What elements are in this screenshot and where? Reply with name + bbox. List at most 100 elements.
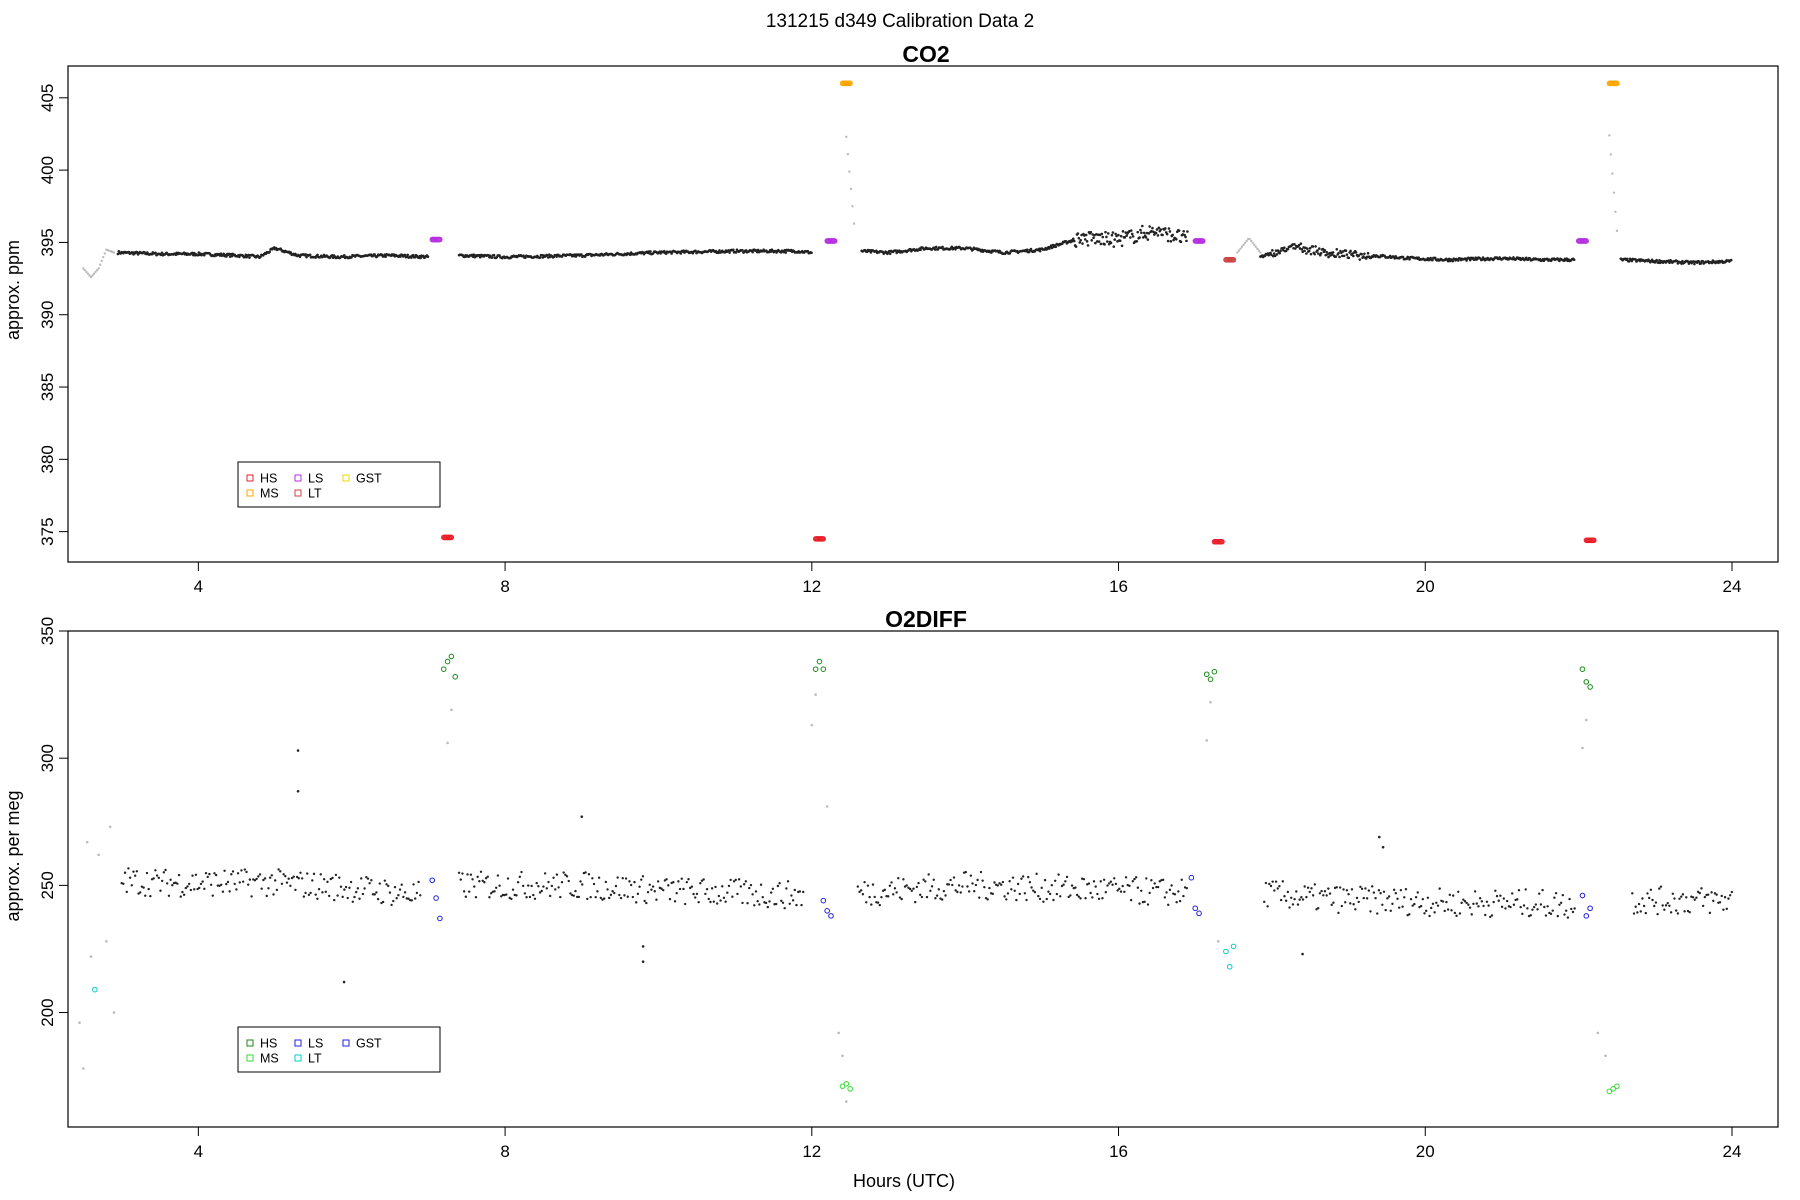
o2diff-ambient-point — [155, 874, 159, 877]
o2diff-ambient-point — [1123, 890, 1126, 894]
o2diff-ambient-point — [870, 903, 873, 906]
o2diff-ambient-point — [1556, 914, 1559, 918]
o2diff-ambient-point — [959, 891, 962, 894]
o2diff-ambient-point — [250, 895, 253, 898]
o2diff-ambient-point — [741, 901, 744, 905]
o2diff-ambient-point — [334, 873, 338, 877]
o2diff-transition-point — [845, 1100, 848, 1103]
o2diff-ambient-point — [1156, 885, 1160, 889]
co2-ambient-point — [1110, 233, 1114, 237]
co2-ambient-point — [1358, 258, 1362, 261]
o2diff-ambient-point — [488, 896, 491, 899]
o2diff-ambient-point — [1077, 895, 1081, 898]
o2diff-ambient-point — [1074, 886, 1077, 889]
o2diff-ambient-point — [788, 902, 791, 905]
co2-ambient-point — [1025, 248, 1029, 252]
o2diff-ambient-point — [1040, 886, 1043, 890]
o2diff-ambient-point — [1344, 901, 1347, 904]
o2diff-ambient-point — [521, 884, 525, 888]
o2diff-ambient-point — [241, 880, 245, 883]
o2diff-lt-point — [1230, 943, 1237, 950]
o2diff-hs-point — [812, 666, 819, 672]
co2-ambient-point — [1175, 237, 1178, 241]
co2-ambient-point — [1138, 236, 1141, 239]
o2diff-ambient-point — [1465, 901, 1468, 905]
o2diff-ambient-point — [1653, 904, 1656, 908]
o2diff-ambient-point — [678, 887, 682, 891]
o2diff-ambient-point — [238, 881, 241, 884]
o2diff-ambient-point — [152, 877, 155, 880]
o2diff-ambient-point — [1047, 890, 1050, 893]
o2diff-ambient-point — [638, 885, 641, 888]
o2diff-ambient-point — [1146, 903, 1150, 906]
o2diff-ambient-point — [390, 903, 393, 907]
co2-ambient-point — [1283, 246, 1286, 249]
o2diff-ambient-point — [1011, 876, 1015, 879]
o2diff-ambient-point — [243, 868, 247, 871]
o2diff-ambient-point — [1642, 904, 1646, 908]
o2diff-ambient-point — [1512, 903, 1516, 906]
co2-ambient-point — [248, 256, 251, 259]
o2diff-ambient-point — [557, 886, 560, 889]
co2-ambient-point — [426, 255, 430, 259]
o2diff-ambient-point — [577, 895, 581, 899]
o2diff-ambient-point — [1551, 909, 1554, 912]
co2-ambient-point — [1117, 233, 1120, 237]
o2diff-legend-label: GST — [356, 1037, 382, 1051]
co2-ambient-point — [1092, 236, 1095, 240]
co2-ambient-point — [1625, 257, 1629, 261]
o2diff-ambient-point — [1492, 900, 1495, 904]
o2diff-ambient-point — [381, 900, 385, 904]
co2-ambient-point — [1121, 230, 1125, 233]
o2diff-ambient-point — [1649, 888, 1653, 891]
o2diff-ambient-point — [1332, 901, 1335, 904]
o2diff-ambient-point — [731, 895, 734, 898]
co2-transition-point — [1248, 237, 1251, 241]
o2diff-ambient-point — [1311, 894, 1315, 897]
o2diff-ambient-point — [1472, 902, 1475, 906]
co2-ambient-point — [238, 255, 241, 259]
co2-ambient-point — [1286, 247, 1290, 251]
o2diff-ambient-point — [737, 878, 741, 881]
o2diff-ambient-point — [650, 888, 653, 891]
o2diff-ambient-point — [1558, 903, 1561, 906]
co2-lt-point — [1230, 256, 1237, 263]
o2diff-ambient-point — [147, 887, 150, 891]
o2diff-ambient-point — [1180, 878, 1183, 882]
o2diff-ambient-point — [1354, 908, 1357, 911]
o2diff-ambient-point — [1089, 891, 1092, 895]
co2-ambient-point — [1106, 240, 1109, 243]
o2diff-ambient-point — [692, 892, 695, 896]
o2diff-ambient-point — [648, 883, 651, 886]
o2diff-legend-swatch — [246, 1039, 254, 1047]
o2diff-ambient-point — [1541, 888, 1544, 892]
o2diff-ambient-point — [160, 879, 164, 883]
o2diff-ambient-point — [1457, 890, 1460, 893]
o2diff-transition-point — [1209, 700, 1212, 704]
o2diff-ambient-point — [1055, 892, 1059, 896]
o2diff-ambient-point — [925, 895, 929, 899]
o2diff-ambient-point — [1426, 896, 1430, 900]
co2-ambient-point — [1293, 243, 1296, 246]
o2diff-ambient-point — [1674, 909, 1678, 912]
o2diff-ambient-point — [1681, 893, 1685, 896]
o2diff-transition-point — [1205, 739, 1209, 742]
o2diff-legend-swatch — [246, 1054, 254, 1062]
co2-xtick-label: 24 — [1723, 577, 1742, 596]
o2diff-ambient-point — [1102, 878, 1106, 882]
o2diff-ambient-point — [1027, 875, 1030, 879]
o2diff-ambient-point — [1048, 892, 1052, 896]
o2diff-lt-point — [1223, 948, 1229, 955]
co2-ambient-point — [1335, 248, 1339, 251]
co2-ambient-point — [1334, 255, 1338, 258]
o2diff-ambient-point — [365, 875, 368, 879]
co2-ambient-point — [1064, 239, 1068, 243]
o2diff-ambient-point — [673, 900, 677, 903]
o2diff-ambient-point — [1416, 891, 1419, 894]
o2diff-transition-point — [1581, 746, 1584, 750]
o2diff-ambient-point — [680, 877, 683, 880]
o2diff-transition-point — [112, 1011, 116, 1014]
o2diff-ambient-point — [947, 883, 951, 886]
o2diff-ambient-point — [1170, 884, 1173, 887]
